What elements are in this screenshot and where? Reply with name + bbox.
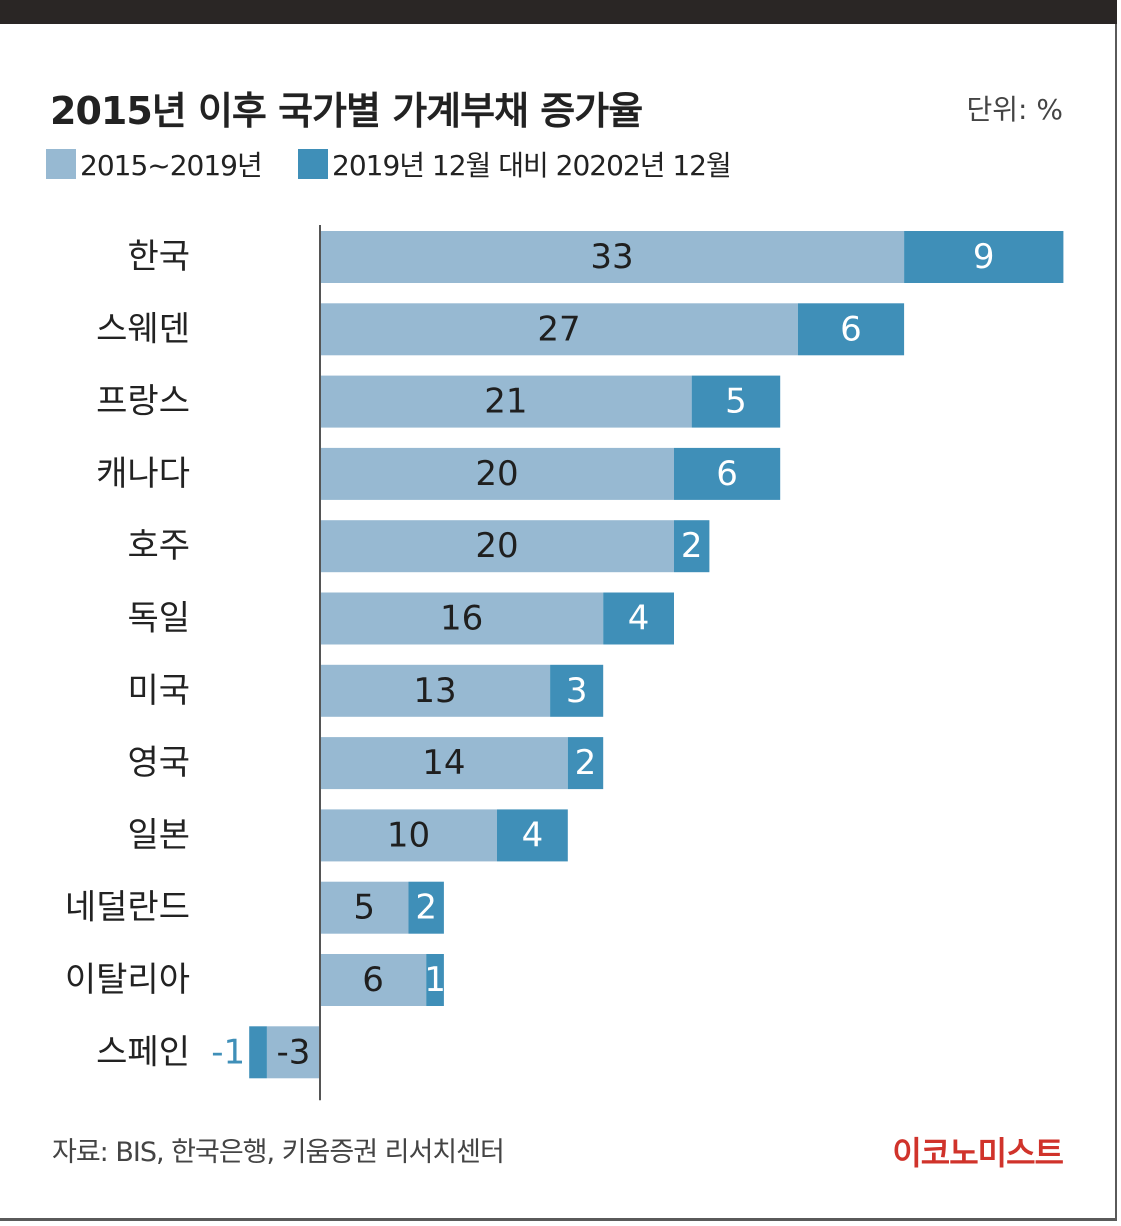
bottom-border [0,1218,1117,1221]
data-label-series-2: 2 [415,888,437,928]
bar-series-1 [320,881,409,934]
data-label-series-2: 4 [628,599,650,639]
bar-series-2 [408,881,444,934]
legend-swatch-series-1 [46,149,76,179]
data-label-series-1: 5 [353,888,375,928]
category-label: 캐나다 [96,454,190,494]
data-label-series-2: 5 [725,382,747,422]
bar-series-2 [497,809,568,862]
source-note: 자료: BIS, 한국은행, 키움증권 리서치센터 [52,1137,505,1168]
data-label-series-2: 6 [716,454,738,494]
legend-swatch-series-2 [298,149,328,179]
bar-series-1 [320,809,497,862]
data-label-series-2: 6 [840,309,862,349]
top-bar [0,0,1117,24]
data-label-series-1: -3 [276,1032,310,1072]
data-label-series-1: 20 [475,526,518,566]
data-label-series-1: 27 [537,309,580,349]
data-label-series-2: 9 [973,237,995,277]
category-label: 독일 [127,599,190,639]
legend-label-series-2: 2019년 12월 대비 20202년 12월 [332,149,732,182]
bar-series-1 [320,664,551,717]
data-label-series-2: 2 [575,743,597,783]
bar-series-2 [691,375,781,428]
category-label: 일본 [127,815,190,855]
category-label: 영국 [127,743,190,783]
legend-label-series-1: 2015~2019년 [80,149,263,182]
data-label-series-2: 1 [424,960,446,1000]
bar-series-2 [797,303,905,356]
data-label-series-1: 20 [475,454,518,494]
brand-logo: 이코노미스트 [892,1134,1064,1172]
bar-series-2 [674,520,710,573]
unit-label: 단위: % [966,93,1063,126]
category-label: 이탈리아 [65,960,190,1000]
category-label: 호주 [127,526,190,566]
bar-series-1 [320,737,568,790]
legend-item-series-1: 2015~2019년 [46,146,263,182]
data-label-series-2: 2 [681,526,703,566]
data-label-series-1: 13 [413,671,456,711]
bar-series-2 [603,592,674,645]
data-label-series-1: 21 [484,382,527,422]
bar-series-1 [320,375,692,428]
bar-series-2 [550,664,604,717]
data-label-series-1: 14 [422,743,465,783]
bar-series-2 [904,231,1064,283]
data-label-series-1: 10 [387,815,430,855]
category-label: 미국 [127,671,190,711]
bar-series-2 [567,737,604,790]
category-label: 스웨덴 [96,309,190,349]
data-label-series-2: 4 [522,815,544,855]
bar-series-1 [320,954,427,1006]
bar-series-1 [320,447,674,500]
chart-title: 2015년 이후 국가별 가계부채 증가율 [50,89,643,133]
data-label-series-1: 6 [362,960,384,1000]
data-label-series-2: -1 [211,1032,245,1072]
legend-item-series-2: 2019년 12월 대비 20202년 12월 [298,146,732,182]
data-label-series-1: 33 [590,237,633,277]
category-label: 프랑스 [96,382,190,422]
data-label-series-2: 3 [566,671,588,711]
bar-series-2 [249,1026,267,1079]
bar-series-1 [320,592,604,645]
category-label: 스페인 [96,1032,190,1072]
bar-series-1 [266,1026,320,1079]
category-label: 네덜란드 [65,888,190,928]
bar-series-1 [320,520,674,573]
data-label-series-1: 16 [440,599,483,639]
bar-series-2 [426,954,444,1006]
bar-series-1 [320,231,905,283]
bar-series-2 [674,447,781,500]
bar-series-1 [320,303,798,356]
right-border [1115,24,1117,1220]
category-label: 한국 [127,237,190,277]
